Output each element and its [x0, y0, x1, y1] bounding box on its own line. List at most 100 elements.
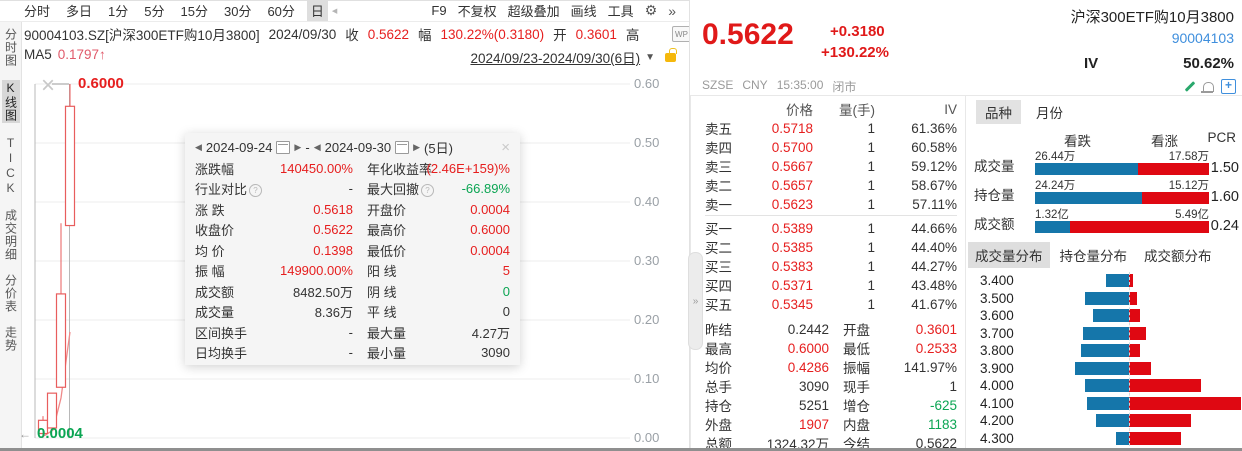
put-value: 26.44万 — [1035, 151, 1076, 163]
next-date-icon[interactable]: ▶ — [294, 141, 302, 152]
double-chevron-right-icon[interactable]: » — [668, 2, 676, 19]
distribution-tab-group: 成交量分布 持仓量分布 成交额分布 — [968, 242, 1219, 268]
prev-date-icon[interactable]: ◀ — [195, 141, 202, 152]
tab-成交额分布[interactable]: 成交额分布 — [1144, 249, 1212, 264]
calendar-icon[interactable] — [395, 140, 410, 154]
stat-label: 最大回撤? — [353, 179, 435, 198]
call-bar — [1142, 192, 1209, 204]
close-icon[interactable]: × — [501, 138, 510, 156]
ask-row[interactable]: 卖一 0.5623 1 57.11% — [705, 194, 957, 214]
chevron-down-icon[interactable]: ▼ — [645, 51, 655, 63]
level-price: 0.5389 — [771, 220, 813, 236]
period-tab[interactable]: 30分 — [223, 4, 252, 19]
edit-icon[interactable] — [1184, 81, 1196, 92]
range-start-date[interactable]: 2024-09-24 — [205, 139, 273, 155]
bid-row[interactable]: 买三 0.5383 1 44.27% — [705, 256, 957, 276]
ask-row[interactable]: 卖五 0.5718 1 61.36% — [705, 118, 957, 138]
stat-row: 均价 0.4286 振幅 141.97% — [705, 357, 957, 377]
tab-成交量分布[interactable]: 成交量分布 — [968, 242, 1050, 268]
toolbar-tool[interactable]: 超级叠加 — [507, 4, 560, 19]
toolbar-tool[interactable]: F9 — [431, 3, 447, 18]
options-tab-group: 品种 月份 — [976, 100, 1072, 124]
period-tab[interactable]: 多日 — [66, 4, 93, 19]
hist-bar-call — [1129, 414, 1191, 427]
stat-label: 开盘 — [843, 323, 870, 338]
stat-value: 0.6000 — [470, 222, 510, 238]
ask-row[interactable]: 卖三 0.5667 1 59.12% — [705, 156, 957, 176]
calendar-icon[interactable] — [276, 140, 291, 154]
level-price: 0.5371 — [771, 277, 813, 293]
level-price: 0.5667 — [771, 158, 813, 174]
sidebar-item-分价表[interactable]: 分价表 — [3, 274, 18, 313]
bid-row[interactable]: 买二 0.5385 1 44.40% — [705, 237, 957, 257]
info-icon[interactable]: ? — [249, 184, 263, 198]
y-axis-tick: 0.10 — [634, 371, 660, 386]
panel-collapse-handle[interactable]: » — [688, 252, 703, 350]
unlock-icon[interactable] — [665, 47, 677, 62]
date-range-label[interactable]: 2024/09/23-2024/09/30(6日) — [470, 51, 641, 66]
stat-value: 0.3601 — [915, 321, 957, 337]
bid-row[interactable]: 买一 0.5389 1 44.66% — [705, 218, 957, 238]
tab-品种[interactable]: 品种 — [976, 100, 1021, 124]
ask-row[interactable]: 卖四 0.5700 1 60.58% — [705, 137, 957, 157]
hist-row: 4.000 — [966, 377, 1242, 395]
toolbar-tool[interactable]: 画线 — [570, 4, 597, 19]
level-iv: 41.67% — [911, 296, 957, 312]
toolbar-tool[interactable]: 工具 — [607, 4, 634, 19]
hist-bar-call — [1129, 274, 1133, 287]
tab-月份[interactable]: 月份 — [1036, 106, 1063, 121]
tab-持仓量分布[interactable]: 持仓量分布 — [1059, 249, 1128, 264]
period-tab[interactable]: 1分 — [108, 4, 129, 19]
sidebar-item-K线图[interactable]: K线图 — [1, 80, 20, 123]
next-date-icon[interactable]: ▶ — [413, 141, 421, 152]
quote-action-icons: + — [1184, 79, 1236, 94]
level-qty: 1 — [867, 196, 875, 212]
call-value: 5.49亿 — [1175, 209, 1209, 221]
price-change: +0.3180 — [830, 23, 885, 40]
y-axis-tick: 0.60 — [634, 76, 660, 91]
info-icon[interactable]: ? — [421, 184, 435, 198]
pcr-row-label: 持仓量 — [974, 188, 1015, 203]
call-bar — [1070, 221, 1209, 233]
y-axis-tick: 0.30 — [634, 253, 660, 268]
period-tab[interactable]: 15分 — [180, 4, 208, 19]
stat-label: 成交量 — [195, 305, 235, 321]
period-tab[interactable]: 5分 — [144, 4, 165, 19]
level-qty: 1 — [867, 139, 875, 155]
add-icon[interactable]: + — [1221, 79, 1236, 94]
y-axis-tick: 0.20 — [634, 312, 660, 327]
gear-icon[interactable]: ⚙ — [644, 2, 658, 18]
instrument-code[interactable]: 90004103 — [1171, 30, 1234, 46]
level-label: 买二 — [705, 241, 732, 256]
pcr-row-label: 成交量 — [974, 159, 1015, 174]
ask-row[interactable]: 卖二 0.5657 1 58.67% — [705, 175, 957, 195]
stat-label: 收盘价 — [195, 223, 235, 239]
range-close-handle-icon[interactable]: × — [41, 72, 56, 99]
toolbar-tool[interactable]: 不复权 — [457, 4, 497, 19]
bid-row[interactable]: 买五 0.5345 1 41.67% — [705, 294, 957, 314]
prev-date-icon[interactable]: ◀ — [313, 141, 321, 152]
pcr-row: 成交额 1.32亿 5.49亿 0.24 — [966, 206, 1242, 235]
stat-label: 成交额 — [195, 284, 235, 300]
pcr-row-label: 成交额 — [974, 217, 1015, 232]
period-tab[interactable]: 日 — [306, 0, 328, 21]
pcr-row: 成交量 26.44万 17.58万 1.50 — [966, 148, 1242, 177]
stat-label: 振 幅 — [195, 264, 225, 280]
alert-bell-icon[interactable] — [1201, 81, 1214, 93]
ma-indicator-row: MA5 0.1797↑ — [24, 47, 106, 62]
period-more-icon[interactable]: ◀ — [331, 7, 338, 15]
sidebar-item-TICK[interactable]: TICK — [3, 136, 18, 196]
sidebar-item-成交明细[interactable]: 成交明细 — [3, 209, 18, 261]
bid-row[interactable]: 买四 0.5371 1 43.48% — [705, 275, 957, 295]
sidebar-item-分时图[interactable]: 分时图 — [3, 28, 18, 67]
period-tab[interactable]: 60分 — [267, 4, 295, 19]
period-tab[interactable]: 分时 — [24, 4, 51, 19]
hist-row: 4.100 — [966, 395, 1242, 413]
range-end-date[interactable]: 2024-09-30 — [324, 139, 392, 155]
stat-value: 3090 — [481, 345, 510, 361]
y-axis-tick: 0.00 — [634, 430, 660, 445]
y-axis-tick: 0.40 — [634, 194, 660, 209]
info-segment: 高 — [625, 28, 640, 43]
sidebar-item-走势[interactable]: 走势 — [3, 326, 18, 352]
hist-bar-call — [1129, 344, 1140, 357]
